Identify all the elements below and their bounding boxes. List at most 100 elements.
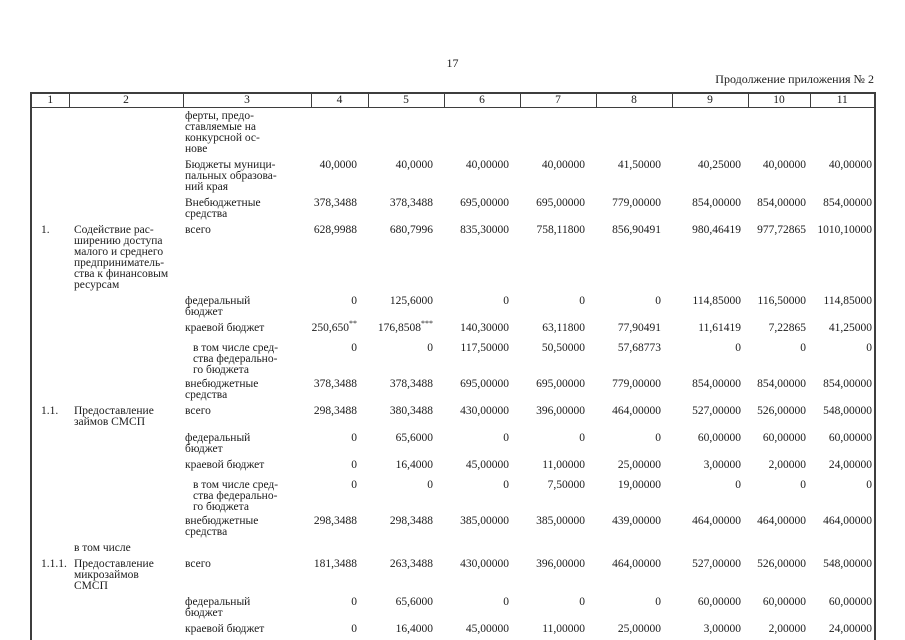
value-cell: 0 (503, 596, 509, 608)
value-cell: 250,650** (311, 319, 357, 334)
row-number: 1. (41, 224, 50, 236)
footnote-marker: ** (349, 319, 357, 329)
value-cell (520, 538, 596, 554)
row-number (31, 471, 69, 513)
value-cell: 140,30000 (460, 322, 509, 334)
value-cell: 526,00000 (757, 405, 806, 417)
row-number: 1.1. (41, 405, 59, 417)
value-cell: 527,00000 (692, 405, 741, 417)
value-cell: 0 (866, 342, 872, 354)
value-cell: 0 (579, 295, 585, 307)
column-number-11: 11 (809, 92, 876, 108)
value-cell: 0 (351, 432, 357, 444)
value-cell: 0 (311, 635, 368, 640)
table-row: в том числе (31, 538, 875, 554)
value-cell: 378,3488 (313, 378, 357, 390)
value-cell: 19,00000 (617, 479, 661, 491)
value-cell (748, 108, 810, 156)
value-cell: 378,3488 (389, 378, 433, 390)
value-cell: 116,50000 (757, 295, 806, 307)
value-cell: 680,7996 (389, 224, 433, 236)
value-cell: 298,3488 (389, 515, 433, 527)
value-cell: 0 (800, 479, 806, 491)
value-cell: 298,3488 (313, 515, 357, 527)
value-cell: 695,00000 (536, 378, 585, 390)
value-cell: 40,00000 (828, 159, 872, 171)
value-cell: 60,00000 (828, 432, 872, 444)
value-cell: 378,3488 (389, 197, 433, 209)
value-cell: 854,00000 (757, 197, 806, 209)
value-cell: 25,00000 (617, 459, 661, 471)
value-cell: 7,22865 (768, 322, 806, 334)
row-number (31, 455, 69, 471)
value-cell: 0 (672, 635, 748, 640)
table-body: ферты, предо- ставляемые на конкурсной о… (31, 108, 875, 640)
column-number-8: 8 (595, 92, 673, 108)
value-cell: 779,00000 (612, 197, 661, 209)
value-cell: 430,00000 (460, 558, 509, 570)
table-row: краевой бюджет 0 16,4000 45,00000 11,000… (31, 619, 875, 635)
row-budget-type: Бюджеты муници- пальных образова- ний кр… (185, 159, 277, 193)
value-cell: 25,00000 (617, 623, 661, 635)
value-cell: 0 (579, 432, 585, 444)
value-cell (520, 108, 596, 156)
value-cell: 548,00000 (823, 558, 872, 570)
value-cell: 0 (444, 635, 520, 640)
value-cell: 60,00000 (828, 596, 872, 608)
column-number-2: 2 (68, 92, 184, 108)
value-cell (748, 538, 810, 554)
value-cell: 0 (748, 635, 810, 640)
row-budget-type: федеральный бюджет (185, 295, 251, 318)
value-cell: 19,00000 (596, 635, 672, 640)
row-title (69, 455, 183, 471)
value-cell: 380,3488 (389, 405, 433, 417)
row-budget-type: внебюджетные средства (185, 515, 259, 538)
row-title (69, 471, 183, 513)
row-budget-type (183, 538, 311, 554)
row-title (69, 193, 183, 220)
row-number (31, 334, 69, 376)
value-cell: 117,50000 (460, 342, 509, 354)
value-cell: 24,00000 (828, 623, 872, 635)
value-cell: 779,00000 (612, 378, 661, 390)
column-number-9: 9 (671, 92, 749, 108)
value-cell: 854,00000 (692, 378, 741, 390)
column-number-6: 6 (443, 92, 521, 108)
value-cell: 2,00000 (768, 459, 806, 471)
row-title (69, 155, 183, 193)
row-budget-type: в том числе сред- ства федерально- го бю… (193, 479, 279, 513)
value-cell: 114,85000 (692, 295, 741, 307)
value-cell: 0 (503, 479, 509, 491)
value-cell: 41,25000 (828, 322, 872, 334)
value-cell: 0 (351, 459, 357, 471)
value-cell: 0 (866, 479, 872, 491)
row-number (31, 619, 69, 635)
value-cell: 263,3488 (389, 558, 433, 570)
value-cell: 11,00000 (542, 623, 585, 635)
value-cell: 854,00000 (823, 197, 872, 209)
row-title: в том числе (74, 542, 131, 554)
table-row: федеральный бюджет 0 65,6000 0 0 0 60,00… (31, 428, 875, 455)
value-cell: 45,00000 (465, 459, 509, 471)
column-number-4: 4 (310, 92, 369, 108)
value-cell: 77,90491 (617, 322, 661, 334)
value-cell: 0 (351, 295, 357, 307)
row-budget-type: краевой бюджет (185, 459, 265, 471)
row-title (69, 376, 183, 401)
value-cell: 0 (351, 623, 357, 635)
value-cell: 854,00000 (823, 378, 872, 390)
value-cell: 430,00000 (460, 405, 509, 417)
value-cell: 125,6000 (389, 295, 433, 307)
table-row: внебюджетные средства 298,3488 298,3488 … (31, 513, 875, 538)
row-title (69, 334, 183, 376)
value-cell: 854,00000 (757, 378, 806, 390)
row-budget-type: в том числе сред- ства федерально- го бю… (183, 635, 311, 640)
value-cell: 0 (427, 479, 433, 491)
value-cell: 0 (810, 635, 875, 640)
value-cell: 60,00000 (697, 432, 741, 444)
row-title (69, 108, 183, 156)
table-row: в том числе сред- ства федерально- го бю… (31, 635, 875, 640)
row-budget-type: внебюджетные средства (185, 378, 259, 401)
table-row: 1.1.1. Предоставление микрозаймов СМСП в… (31, 554, 875, 592)
value-cell (596, 538, 672, 554)
